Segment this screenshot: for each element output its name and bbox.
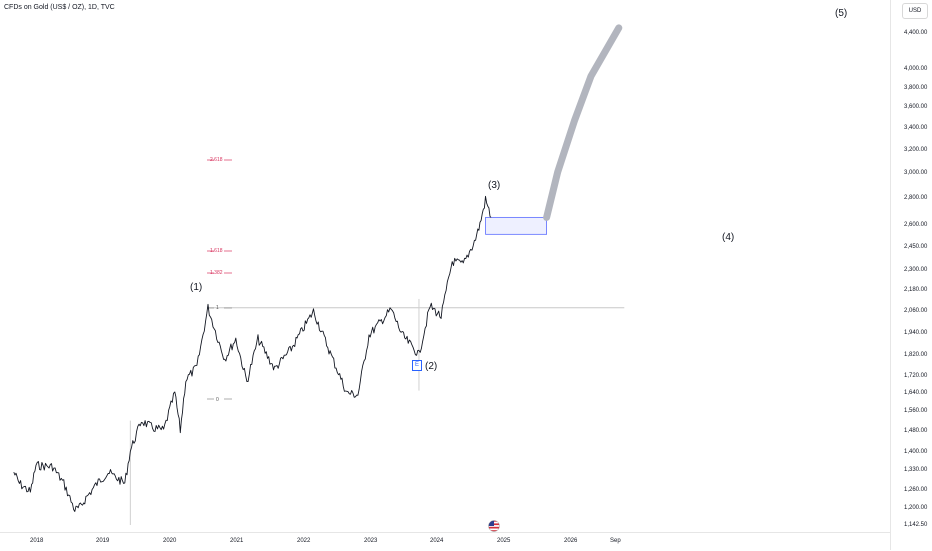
- price-tick: 1,940.00: [904, 330, 928, 336]
- price-tick: 1,400.00: [904, 449, 928, 455]
- time-tick: 2026: [564, 538, 578, 544]
- projection-path: [543, 24, 623, 221]
- price-tick: 1,640.00: [904, 390, 928, 396]
- time-axis[interactable]: [0, 532, 890, 551]
- time-tick: 2020: [163, 538, 177, 544]
- fib-label-1618: 1.618: [210, 248, 223, 254]
- fib-level-0: 0: [216, 397, 219, 403]
- price-tick: 3,200.00: [904, 147, 928, 153]
- price-tick: 2,600.00: [904, 222, 928, 228]
- earnings-e-icon[interactable]: E: [412, 360, 422, 371]
- wave-label-5: (5): [835, 8, 848, 19]
- price-tick: 2,800.00: [904, 195, 928, 201]
- price-tick: 3,600.00: [904, 104, 928, 110]
- currency-button[interactable]: USD: [902, 3, 928, 19]
- time-tick: 2021: [230, 538, 244, 544]
- time-tick: 2024: [430, 538, 444, 544]
- time-tick: Sep: [610, 538, 621, 544]
- chart-canvas[interactable]: [0, 0, 890, 532]
- fib-label-2618: 2.618: [210, 157, 223, 163]
- price-tick: 2,450.00: [904, 244, 928, 250]
- price-tick: 1,330.00: [904, 467, 928, 473]
- wave-label-1: (1): [190, 282, 203, 293]
- gold-price-line: [13, 195, 492, 512]
- time-tick: 2023: [364, 538, 378, 544]
- price-tick: 2,180.00: [904, 287, 928, 293]
- time-tick: 2019: [96, 538, 110, 544]
- target-zone-box: [485, 216, 547, 235]
- time-tick: 2025: [497, 538, 511, 544]
- price-tick: 1,260.00: [904, 487, 928, 493]
- chart-area[interactable]: [0, 0, 890, 532]
- price-tick: 2,300.00: [904, 267, 928, 273]
- price-tick: 1,560.00: [904, 408, 928, 414]
- fib-level-1: 1: [216, 305, 219, 311]
- wave-label-4: (4): [722, 232, 735, 243]
- price-axis[interactable]: [890, 0, 932, 550]
- price-tick: 2,060.00: [904, 308, 928, 314]
- price-tick: 1,200.00: [904, 505, 928, 511]
- wave-label-2: (2): [425, 361, 438, 372]
- price-tick: 3,000.00: [904, 170, 928, 176]
- wave-label-3: (3): [488, 180, 501, 191]
- price-tick: 1,720.00: [904, 373, 928, 379]
- price-tick: 1,480.00: [904, 428, 928, 434]
- price-tick: 1,820.00: [904, 352, 928, 358]
- price-tick: 4,400.00: [904, 30, 928, 36]
- fib-label-1382: 1.382: [210, 270, 223, 276]
- chart-title: CFDs on Gold (US$ / OZ), 1D, TVC: [4, 4, 115, 11]
- time-tick: 2018: [30, 538, 44, 544]
- price-tick: 3,800.00: [904, 85, 928, 91]
- price-tick: 4,000.00: [904, 66, 928, 72]
- price-tick: 3,400.00: [904, 125, 928, 131]
- time-tick: 2022: [297, 538, 311, 544]
- us-flag-icon[interactable]: [488, 520, 500, 532]
- price-tick: 1,142.50: [904, 522, 928, 528]
